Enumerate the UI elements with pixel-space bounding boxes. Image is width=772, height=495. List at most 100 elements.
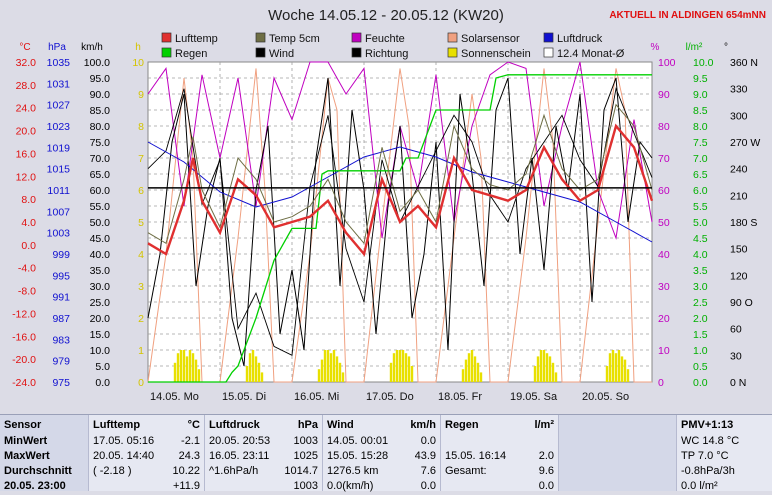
sunshine-bar bbox=[257, 362, 261, 382]
temp-tick-label: -24.0 bbox=[12, 377, 36, 389]
sun-tick-label: 1 bbox=[138, 345, 144, 357]
lufttemp-current-value: +11.9 bbox=[172, 480, 200, 492]
regen-unit: l/m² bbox=[534, 419, 554, 431]
temp-tick-label: -12.0 bbox=[12, 308, 36, 320]
regen-max-time: 15.05. 16:14 bbox=[445, 450, 507, 462]
sunshine-bar bbox=[341, 372, 345, 382]
sunshine-bar bbox=[245, 366, 249, 382]
pressure-tick-label: 1007 bbox=[47, 206, 71, 218]
humidity-tick-label: 0 bbox=[658, 377, 664, 389]
pressure-tick-label: 999 bbox=[52, 249, 70, 261]
direction-tick-label: 210 bbox=[730, 190, 748, 202]
humidity-tick-label: 40 bbox=[658, 249, 670, 261]
sunshine-bar bbox=[326, 350, 330, 382]
regen-max-value: 2.0 bbox=[538, 450, 554, 462]
sunshine-bar bbox=[173, 362, 177, 382]
wind-unit: km/h bbox=[410, 419, 436, 431]
wind-column: Wind km/h 14.05. 00:01 0.0 15.05. 15:28 43.… bbox=[322, 415, 440, 492]
wind-tick-label: 5.0 bbox=[95, 361, 110, 373]
lufttemp-avg-value: 10.22 bbox=[172, 465, 200, 477]
sensor-header: Sensor bbox=[4, 419, 42, 431]
sun-tick-label: 5 bbox=[138, 217, 144, 229]
humidity-tick-label: 30 bbox=[658, 281, 670, 293]
sunshine-bar bbox=[335, 356, 339, 382]
axis-ticks: 32.028.024.020.016.012.08.04.00.0-4.0-8.… bbox=[12, 57, 760, 389]
stats-table: Sensor MinWert MaxWert Durchschnitt 20.0… bbox=[0, 414, 772, 492]
wind-unit-label: km/h bbox=[81, 42, 103, 53]
rain-tick-label: 8.5 bbox=[693, 105, 708, 117]
rain-tick-label: 0.5 bbox=[693, 361, 708, 373]
sun-tick-label: 0 bbox=[138, 377, 144, 389]
series-lufttemp bbox=[147, 123, 654, 257]
rain-tick-label: 6.5 bbox=[693, 169, 708, 181]
direction-tick-label: 150 bbox=[730, 244, 748, 256]
direction-tick-label: 300 bbox=[730, 110, 748, 122]
lufttemp-min-time: 17.05. 05:16 bbox=[93, 435, 155, 447]
humidity-tick-label: 80 bbox=[658, 121, 670, 133]
wind-tick-label: 80.0 bbox=[90, 121, 111, 133]
wind-tick-label: 95.0 bbox=[90, 73, 111, 85]
sunshine-bar bbox=[479, 372, 483, 382]
sun-tick-label: 7 bbox=[138, 153, 144, 165]
humidity-tick-label: 90 bbox=[658, 89, 670, 101]
sun-tick-label: 4 bbox=[138, 249, 144, 261]
humidity-tick-label: 50 bbox=[658, 217, 670, 229]
direction-tick-label: 90 O bbox=[730, 297, 753, 309]
regen-header: Regen bbox=[445, 419, 479, 431]
sunshine-bar bbox=[548, 356, 552, 382]
temp-tick-label: -16.0 bbox=[12, 331, 36, 343]
temp-tick-label: 8.0 bbox=[21, 194, 36, 206]
pressure-tick-label: 1035 bbox=[47, 57, 71, 69]
pressure-tick-label: 987 bbox=[52, 313, 70, 325]
sun-tick-label: 9 bbox=[138, 89, 144, 101]
sun-tick-label: 10 bbox=[132, 57, 144, 69]
sunshine-bar bbox=[617, 350, 621, 382]
pressure-tick-label: 1023 bbox=[47, 121, 71, 133]
sunshine-bar bbox=[251, 350, 255, 382]
pressure-unit-label: hPa bbox=[48, 42, 66, 53]
sunshine-bar bbox=[254, 356, 258, 382]
wind-tick-label: 35.0 bbox=[90, 265, 111, 277]
sun-tick-label: 3 bbox=[138, 281, 144, 293]
weather-chart: Woche 14.05.12 - 20.05.12 (KW20) AKTUELL… bbox=[12, 7, 766, 403]
temp-tick-label: 0.0 bbox=[21, 240, 36, 252]
sunshine-bar bbox=[464, 359, 468, 382]
wind-min-time: 14.05. 00:01 bbox=[327, 435, 389, 447]
rain-tick-label: 3.0 bbox=[693, 281, 708, 293]
lufttemp-avg-note: ( -2.18 ) bbox=[93, 465, 132, 477]
humidity-tick-label: 10 bbox=[658, 345, 670, 357]
direction-unit-label: ° bbox=[724, 42, 728, 53]
lufttemp-unit: °C bbox=[187, 419, 200, 431]
lufttemp-column: Lufttemp °C 17.05. 05:16 -2.1 20.05. 14:40… bbox=[88, 415, 204, 492]
day-label: 19.05. Sa bbox=[510, 391, 558, 403]
temp-tick-label: 16.0 bbox=[16, 148, 37, 160]
wind-tick-label: 55.0 bbox=[90, 201, 111, 213]
luftdruck-max-value: 1025 bbox=[293, 450, 318, 462]
pressure-tick-label: 1003 bbox=[47, 228, 71, 240]
legend-label: Regen bbox=[175, 48, 207, 60]
pmv-column: PMV+1:13 WC 14.8 °C TP 7.0 °C -0.8hPa/3h… bbox=[676, 415, 772, 492]
sunshine-bar bbox=[533, 366, 537, 382]
sunshine-bar bbox=[536, 356, 540, 382]
sunshine-bar bbox=[467, 353, 471, 382]
wind-tick-label: 30.0 bbox=[90, 281, 111, 293]
wind-tick-label: 90.0 bbox=[90, 89, 111, 101]
direction-tick-label: 180 S bbox=[730, 217, 757, 229]
sunshine-bar bbox=[197, 369, 201, 382]
legend-label: Solarsensor bbox=[461, 33, 520, 45]
sunshine-bar bbox=[188, 350, 192, 382]
sunshine-bar bbox=[395, 350, 399, 382]
sensor-column: Sensor MinWert MaxWert Durchschnitt 20.0… bbox=[0, 415, 88, 492]
rain-tick-label: 9.0 bbox=[693, 89, 708, 101]
pressure-tick-label: 1011 bbox=[47, 185, 70, 197]
pressure-tick-label: 979 bbox=[52, 356, 70, 368]
minwert-label: MinWert bbox=[4, 435, 48, 447]
sun-tick-label: 8 bbox=[138, 121, 144, 133]
lufttemp-max-time: 20.05. 14:40 bbox=[93, 450, 155, 462]
rain-tick-label: 4.0 bbox=[693, 249, 708, 261]
humidity-tick-label: 60 bbox=[658, 185, 670, 197]
spacer-column bbox=[558, 415, 676, 491]
windchill-value: WC 14.8 °C bbox=[681, 435, 740, 447]
legend-swatch bbox=[351, 47, 362, 58]
rain-tick-label: 7.0 bbox=[693, 153, 708, 165]
